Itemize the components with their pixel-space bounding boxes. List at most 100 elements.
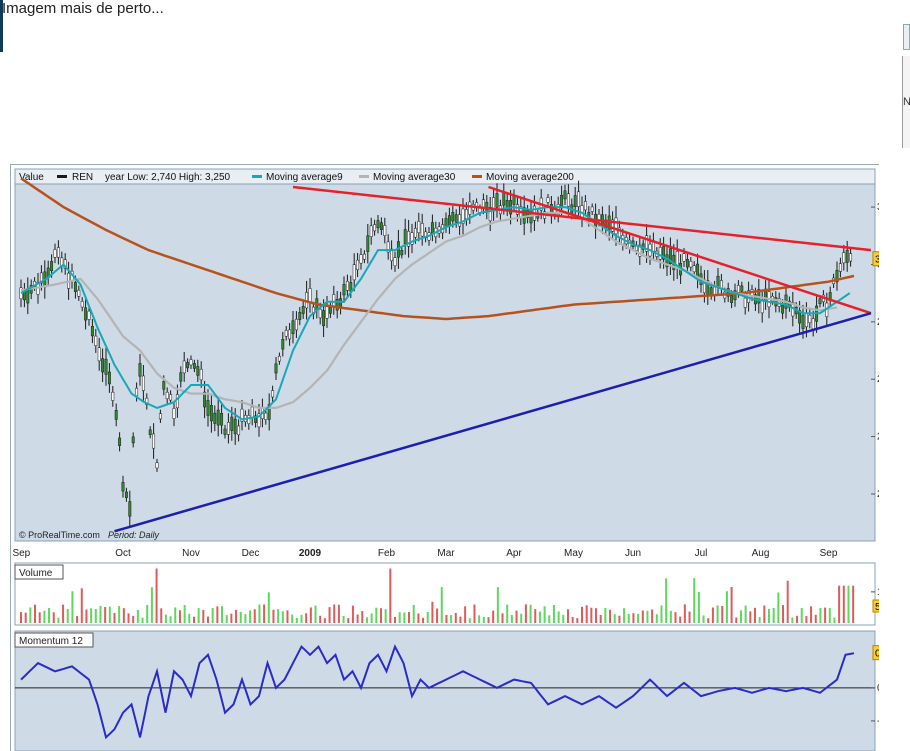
- legend-ma200-swatch: [472, 175, 482, 178]
- price-candle: [73, 282, 77, 292]
- volume-bar: [323, 618, 326, 623]
- price-candle: [614, 217, 618, 235]
- price-candle: [682, 253, 686, 262]
- volume-bar: [94, 609, 97, 623]
- price-candle: [420, 223, 424, 237]
- volume-bar: [211, 607, 214, 623]
- volume-last-label: 546K: [875, 602, 879, 613]
- resistance-trendline-2: [488, 185, 872, 315]
- momentum-last-box: [872, 645, 879, 661]
- price-candle: [413, 228, 417, 238]
- price-candle: [522, 207, 526, 224]
- volume-bar: [436, 608, 439, 623]
- volume-bar: [627, 613, 630, 623]
- legend-value-label: Value: [19, 172, 44, 183]
- price-candle: [546, 197, 550, 203]
- volume-bar: [552, 605, 555, 623]
- price-candle: [179, 372, 183, 382]
- volume-bar: [510, 614, 513, 623]
- volume-bar: [819, 607, 822, 623]
- volume-bar: [777, 592, 780, 623]
- price-candle: [131, 436, 135, 444]
- volume-bar: [263, 604, 266, 623]
- legend-ma200: Moving average200: [486, 172, 574, 183]
- volume-bar: [543, 606, 546, 623]
- volume-bar: [48, 607, 51, 623]
- volume-bar: [623, 608, 626, 623]
- price-candle: [638, 244, 642, 257]
- price-candle: [165, 391, 169, 399]
- volume-bar: [403, 612, 406, 623]
- price-candle: [658, 247, 662, 260]
- volume-bar: [253, 609, 256, 623]
- volume-bar: [408, 611, 411, 623]
- volume-bar: [749, 611, 752, 623]
- price-candle: [488, 206, 492, 222]
- page-caption: Imagem mais de perto...: [2, 0, 164, 17]
- last-price-label: 3,020: [875, 255, 879, 266]
- volume-bar: [585, 605, 588, 623]
- volume-bar: [118, 606, 121, 623]
- volume-bar: [197, 608, 200, 623]
- x-tick-label: Sep: [12, 548, 30, 559]
- x-tick-label: Aug: [752, 548, 770, 559]
- price-y-tick-label: 3,2: [877, 202, 879, 213]
- price-candle: [53, 249, 57, 258]
- volume-y-tick-label: 1000K: [877, 587, 879, 598]
- volume-bar: [814, 614, 817, 623]
- price-candle: [284, 330, 288, 337]
- price-candle: [220, 413, 224, 426]
- volume-bar: [244, 614, 247, 623]
- volume-bar: [351, 605, 354, 623]
- price-candle: [668, 248, 672, 265]
- price-candle: [322, 310, 326, 326]
- price-candle: [230, 416, 234, 431]
- volume-bar: [632, 613, 635, 623]
- volume-bar: [71, 591, 74, 623]
- volume-bar: [529, 604, 532, 623]
- x-tick-label: Nov: [182, 548, 200, 559]
- price-candle: [430, 222, 434, 234]
- price-candle: [709, 287, 713, 295]
- price-candle: [271, 390, 275, 398]
- volume-bar: [66, 609, 69, 623]
- price-candle: [189, 359, 193, 366]
- price-candle: [114, 410, 118, 420]
- price-candle: [138, 363, 142, 377]
- price-candle: [77, 289, 81, 297]
- volume-bar: [155, 568, 158, 623]
- price-candle: [158, 413, 162, 420]
- volume-bar: [828, 608, 831, 623]
- price-candle: [808, 314, 812, 323]
- volume-bar: [356, 614, 359, 623]
- volume-bar: [342, 615, 345, 623]
- volume-bar: [146, 605, 149, 623]
- volume-bar: [679, 616, 682, 623]
- momentum-line: [20, 644, 855, 740]
- price-candle: [274, 363, 278, 374]
- volume-bar: [314, 605, 317, 623]
- price-candle: [118, 437, 122, 446]
- price-candle: [223, 428, 227, 435]
- price-candle: [379, 222, 383, 230]
- volume-bar: [744, 605, 747, 623]
- volume-title: Volume: [19, 568, 53, 579]
- price-candle: [689, 261, 693, 268]
- x-tick-label: 2009: [299, 548, 322, 559]
- volume-bar: [141, 617, 144, 623]
- volume-bar: [721, 605, 724, 623]
- x-axis-labels: Sep Oct Nov Dec 2009 Feb Mar Apr May Jun Jul Aug Sep: [12, 548, 837, 559]
- volume-bar: [482, 616, 485, 623]
- price-candle: [393, 257, 397, 267]
- volume-bar: [641, 610, 644, 623]
- price-candle: [267, 404, 271, 420]
- volume-bar: [496, 587, 499, 623]
- volume-bar: [800, 607, 803, 623]
- volume-bar: [305, 613, 308, 623]
- price-candle: [645, 235, 649, 252]
- price-candle: [128, 501, 132, 517]
- price-candle: [665, 254, 669, 268]
- volume-bar: [524, 604, 527, 623]
- volume-bar: [230, 613, 233, 623]
- volume-bar: [426, 612, 429, 623]
